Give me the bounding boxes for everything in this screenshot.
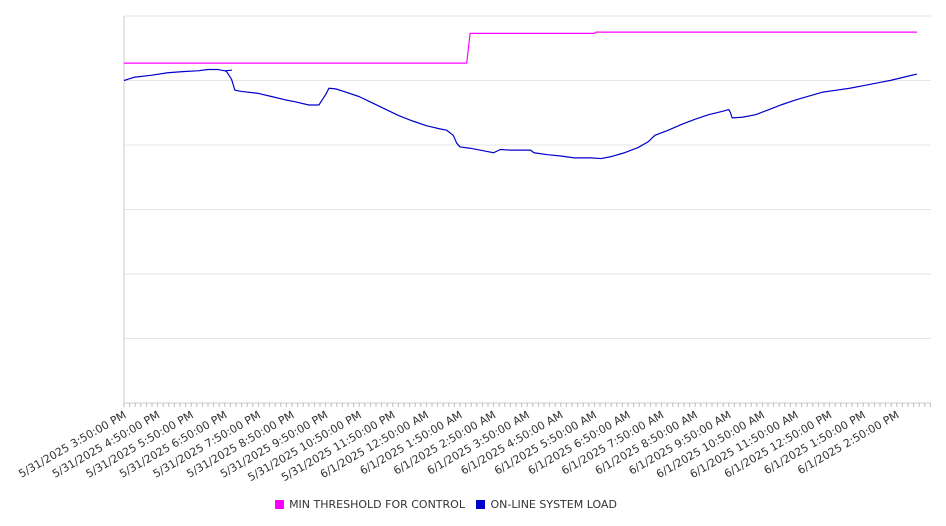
legend-label: MIN THRESHOLD FOR CONTROL	[289, 498, 465, 511]
series-lines	[123, 31, 918, 160]
legend-item-system-load: ON-LINE SYSTEM LOAD	[476, 498, 617, 511]
legend-label: ON-LINE SYSTEM LOAD	[490, 498, 617, 511]
axes	[123, 16, 931, 407]
x-tick-labels: 5/31/2025 3:50:00 PM5/31/2025 4:50:00 PM…	[16, 408, 901, 484]
gridlines	[124, 15, 931, 339]
legend: MIN THRESHOLD FOR CONTROL ON-LINE SYSTEM…	[0, 498, 892, 512]
legend-item-min-threshold: MIN THRESHOLD FOR CONTROL	[275, 498, 465, 511]
legend-swatch-magenta	[275, 500, 285, 509]
legend-swatch-blue	[476, 500, 486, 509]
series-line-min-threshold	[124, 31, 917, 64]
series-line-system-load	[123, 68, 918, 160]
